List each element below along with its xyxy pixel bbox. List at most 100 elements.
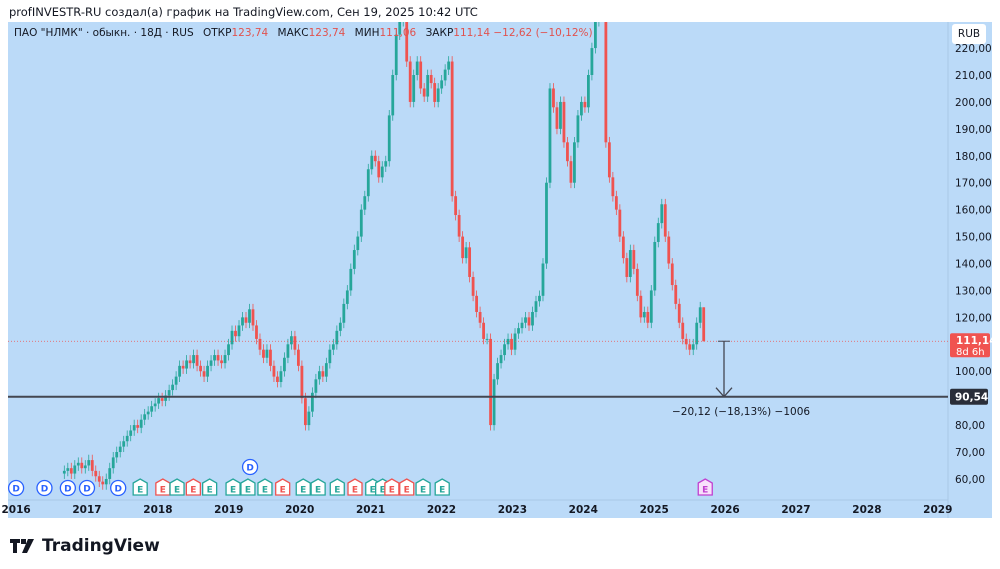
candle [611,171,615,202]
candle [695,317,699,350]
candle [241,311,244,331]
dividend-marker[interactable]: D [36,479,53,497]
candle-body [115,452,119,458]
candle [356,231,360,256]
dividend-marker[interactable]: D [7,479,25,497]
time-tick-label: 2019 [214,504,243,516]
candle-body [646,311,650,323]
candle-body [412,75,416,102]
candle-body [80,462,84,469]
tradingview-logo[interactable]: TradingView [10,536,160,556]
candle-body [499,355,503,364]
dividend-marker[interactable]: D [59,479,77,497]
dividend-marker[interactable]: D [241,458,259,476]
earnings-marker[interactable]: E [202,478,218,496]
candle-body [531,311,534,326]
symbol-name[interactable]: ПАО "НЛМК" · обыкн. · 18Д · RUS [14,27,194,39]
candle [646,306,650,329]
candle-body [279,371,283,383]
candle-body [69,468,73,474]
earnings-marker[interactable]: E [384,478,400,496]
candle [262,344,265,364]
events-row[interactable]: D D D D DDE E E E E E E E E E E E E E E E E E E E [7,458,713,497]
candle [436,83,440,108]
measure-arrow[interactable] [715,340,733,398]
earnings-marker[interactable]: E [310,478,326,496]
earnings-marker[interactable]: E [697,478,713,496]
candle-body [576,115,580,143]
candle [352,244,356,275]
candle-body [262,349,265,358]
price-axis[interactable]: 220,00 210,00 200,00 190,00 180,00 170,00 160,… [955,43,992,486]
candle [506,333,510,350]
candle [328,344,332,369]
candle-body [345,290,349,304]
earnings-marker[interactable]: E [347,478,363,496]
currency-button[interactable]: RUB [952,24,986,44]
earnings-marker[interactable]: E [185,478,201,496]
dividend-marker[interactable]: D [78,479,96,497]
candle-body [656,223,660,242]
candle [503,338,506,361]
candle-body [618,209,622,237]
candle-body [192,355,195,364]
candle [475,290,478,318]
earnings-marker[interactable]: E [257,478,273,496]
earnings-icon [399,478,415,496]
candle [90,454,94,477]
candle [297,344,300,372]
dividend-marker[interactable]: D [110,479,127,497]
earnings-marker[interactable]: E [169,478,185,496]
candle [286,338,290,364]
earnings-label: E [160,486,166,496]
earnings-marker[interactable]: E [399,478,415,496]
candle-body [174,376,178,385]
candle [426,69,430,102]
candle-body [660,204,664,224]
earnings-marker[interactable]: E [434,478,450,496]
earnings-marker[interactable]: E [240,478,256,496]
candle-body [188,360,192,364]
candle-body [290,336,293,345]
earnings-marker[interactable]: E [275,478,291,496]
candle-body [178,365,182,377]
candle [125,430,129,447]
symbol-legend: ПАО "НЛМК" · обыкн. · 18Д · RUS ОТКР123,… [14,27,593,39]
candle-body [394,34,398,75]
earnings-marker[interactable]: E [329,478,345,496]
time-axis[interactable]: 2016 2017 2018 2019 2020 2021 2022 2023 2024 2025… [1,504,952,516]
candle [188,355,192,369]
earnings-marker[interactable]: E [155,478,171,496]
candle [269,344,272,372]
earnings-icon [257,478,273,496]
candle [223,349,227,369]
candle [146,406,150,420]
candle [663,198,667,242]
candle [527,311,531,331]
candle-body [283,357,286,372]
candle-body [241,317,244,326]
candle-body [482,322,485,339]
earnings-label: E [315,486,321,496]
candle-body [328,349,332,364]
candle-body [139,419,143,428]
earnings-marker[interactable]: E [295,478,311,496]
earnings-marker[interactable]: E [132,478,148,496]
earnings-marker[interactable]: E [225,478,241,496]
candle [66,462,70,477]
candle [272,360,276,383]
candle [167,384,171,401]
candle-body [545,182,548,264]
candle-body [272,365,276,377]
candle [433,77,437,108]
candle [251,303,255,331]
candle [628,244,632,283]
earnings-marker[interactable]: E [415,478,431,496]
price-tick-label: 130,00 [955,285,992,297]
candle-body [583,101,587,108]
time-tick-label: 2018 [143,504,172,516]
candle-body [478,311,482,323]
high-label: МАКС [277,27,309,39]
time-tick-label: 2022 [427,504,456,516]
